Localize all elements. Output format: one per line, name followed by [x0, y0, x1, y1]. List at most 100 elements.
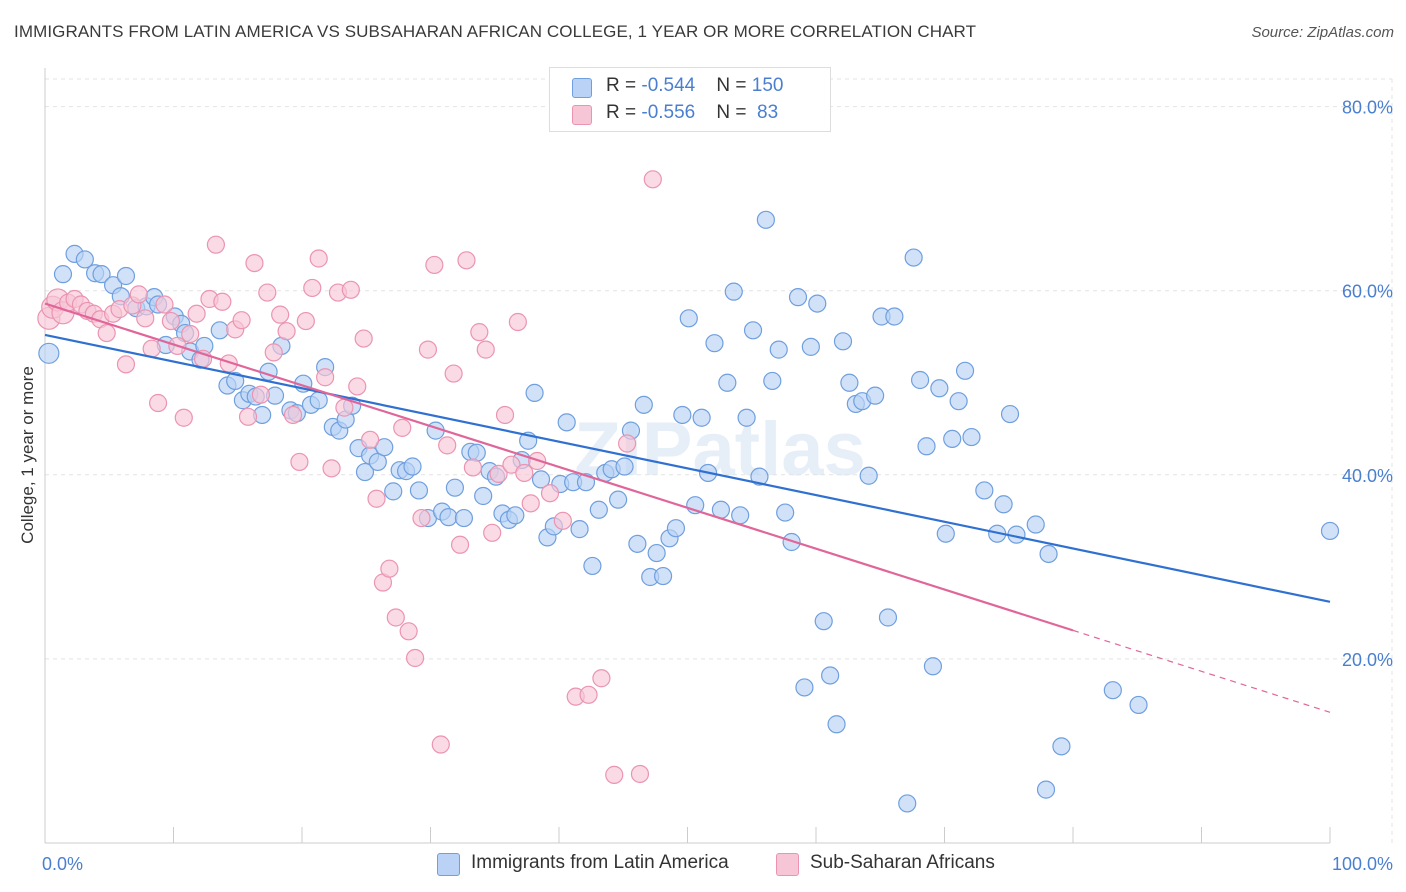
- data-point: [474, 486, 493, 506]
- data-point: [583, 556, 602, 576]
- data-point: [75, 250, 94, 269]
- data-point: [264, 343, 283, 362]
- data-point: [271, 305, 290, 324]
- data-point: [303, 278, 322, 298]
- data-point: [502, 455, 521, 474]
- data-point: [994, 495, 1013, 514]
- data-point: [489, 464, 508, 483]
- data-point: [769, 340, 788, 359]
- data-point: [898, 794, 917, 813]
- trend-line-subsaharan: [44, 302, 1074, 632]
- data-point: [97, 323, 116, 343]
- legend-n-value: 150: [751, 75, 784, 96]
- data-point: [277, 322, 296, 341]
- data-point: [814, 612, 833, 631]
- tick-labels: 20.0% 40.0% 60.0% 80.0% 0.0% 100.0%: [42, 98, 1393, 874]
- data-point: [557, 413, 576, 432]
- data-point: [444, 364, 463, 383]
- data-point: [618, 434, 637, 453]
- data-point: [174, 408, 193, 427]
- data-point: [808, 294, 827, 313]
- data-point: [412, 508, 431, 528]
- y-tick-label: 20.0%: [1342, 650, 1393, 670]
- data-point: [483, 523, 502, 542]
- data-point: [724, 282, 743, 301]
- data-point: [386, 608, 405, 627]
- data-point: [866, 386, 885, 405]
- data-point: [354, 329, 373, 348]
- data-point: [1129, 695, 1148, 715]
- data-point: [361, 430, 380, 449]
- data-point: [213, 292, 232, 311]
- data-point: [917, 437, 936, 456]
- data-point: [840, 373, 859, 392]
- data-point: [445, 478, 465, 497]
- data-point: [418, 340, 438, 359]
- data-point: [579, 685, 598, 704]
- data-point: [129, 285, 148, 304]
- data-point: [540, 484, 560, 503]
- data-point: [833, 332, 853, 351]
- data-point: [380, 559, 399, 578]
- data-point: [405, 648, 425, 668]
- x-tick-label: 100.0%: [1332, 854, 1393, 874]
- axes: [44, 68, 1331, 844]
- data-point: [521, 494, 540, 513]
- data-point: [506, 506, 525, 525]
- trend-line-subsaharan-extension: [1072, 629, 1331, 713]
- legend-n-label: N =: [716, 75, 752, 96]
- data-point: [955, 361, 975, 380]
- data-point: [776, 503, 795, 522]
- data-point: [92, 265, 111, 284]
- data-point: [859, 466, 878, 485]
- data-point: [1052, 737, 1071, 756]
- data-point: [666, 519, 686, 538]
- data-point: [930, 379, 949, 398]
- data-point: [355, 462, 375, 482]
- data-point: [161, 311, 181, 331]
- legend-swatch-blue: [572, 78, 592, 98]
- data-point: [821, 666, 840, 685]
- data-point: [348, 377, 367, 396]
- data-point: [795, 678, 814, 697]
- data-point: [296, 311, 315, 331]
- data-point: [904, 248, 923, 267]
- legend-r-label: R =: [606, 75, 642, 96]
- chart-title: IMMIGRANTS FROM LATIN AMERICA VS SUBSAHA…: [14, 22, 977, 41]
- bottom-legend-label: Immigrants from Latin America: [471, 852, 729, 873]
- bottom-legend-swatch-blue: [437, 853, 460, 876]
- data-point: [316, 368, 335, 387]
- data-point: [630, 764, 650, 784]
- data-point: [570, 520, 589, 539]
- data-point: [450, 535, 470, 554]
- data-point: [226, 371, 245, 391]
- data-point: [1000, 404, 1020, 424]
- data-point: [692, 408, 711, 427]
- data-point: [219, 354, 238, 373]
- data-point: [788, 288, 808, 307]
- data-point: [975, 481, 994, 500]
- data-point: [679, 309, 698, 328]
- data-point: [457, 251, 476, 270]
- data-point: [290, 452, 309, 472]
- data-point: [731, 506, 750, 525]
- data-point: [53, 265, 73, 284]
- data-point: [756, 210, 775, 229]
- legend-r-label: R =: [606, 102, 642, 123]
- data-point: [470, 323, 489, 342]
- data-point: [116, 266, 136, 286]
- data-point: [1039, 544, 1058, 564]
- data-point: [943, 429, 962, 449]
- bottom-legend-label: Sub-Saharan Africans: [810, 852, 995, 873]
- data-point: [653, 566, 673, 586]
- watermark: ZIPatlas: [574, 407, 865, 492]
- data-point: [605, 765, 624, 784]
- data-point: [232, 311, 251, 330]
- data-point: [238, 407, 258, 426]
- data-point: [403, 457, 422, 476]
- data-point: [1103, 681, 1122, 700]
- data-point: [206, 235, 226, 254]
- data-point: [949, 392, 968, 411]
- data-point: [634, 395, 653, 414]
